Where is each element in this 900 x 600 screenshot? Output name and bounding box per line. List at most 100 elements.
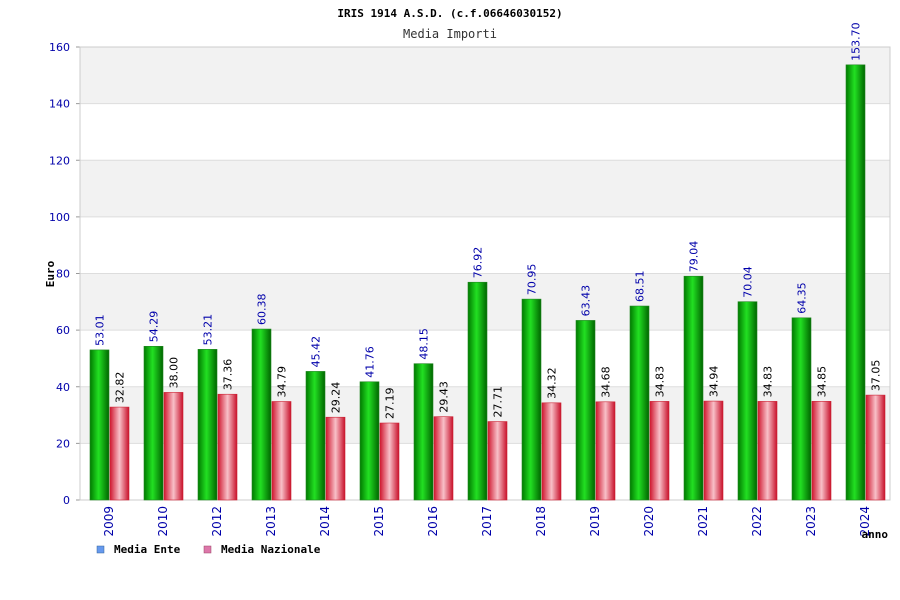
bar-media-nazionale xyxy=(865,394,886,501)
bar-label-media-nazionale: 34.83 xyxy=(654,366,667,398)
y-tick-label: 100 xyxy=(49,211,70,224)
bar-label-media-ente: 153.70 xyxy=(850,22,863,61)
x-axis-label: anno xyxy=(862,528,889,541)
bar-label-media-nazionale: 34.79 xyxy=(276,366,289,398)
x-tick-label: 2012 xyxy=(210,506,224,537)
bar-media-ente xyxy=(737,301,758,501)
grid-band xyxy=(80,216,890,274)
x-tick-label: 2024 xyxy=(858,506,872,537)
bar-media-ente xyxy=(683,275,704,501)
bar-label-media-nazionale: 27.71 xyxy=(492,386,505,418)
bar-label-media-nazionale: 32.82 xyxy=(114,372,127,404)
x-tick-label: 2018 xyxy=(534,506,548,537)
y-tick-label: 20 xyxy=(56,437,70,450)
legend-swatch-media-nazionale xyxy=(203,545,212,554)
bar-media-nazionale xyxy=(271,401,292,501)
bar-label-media-nazionale: 27.19 xyxy=(384,388,397,420)
bar-labels: 53.01 32.82 54.29 38.00 53.21 37.36 60.38 34.79… xyxy=(94,22,883,419)
bar-media-ente xyxy=(305,371,326,501)
bar-label-media-ente: 54.29 xyxy=(148,311,161,343)
y-tick-label: 60 xyxy=(56,324,70,337)
bar-media-ente xyxy=(575,320,596,501)
bar-media-nazionale xyxy=(649,401,670,501)
y-tick-label: 0 xyxy=(63,494,70,507)
x-tick-label: 2017 xyxy=(480,506,494,537)
x-tick-label: 2009 xyxy=(102,506,116,537)
bar-label-media-nazionale: 34.83 xyxy=(762,366,775,398)
bar-label-media-ente: 76.92 xyxy=(472,247,485,279)
bar-label-media-ente: 45.42 xyxy=(310,336,323,368)
bar-media-ente xyxy=(521,298,542,501)
bar-media-nazionale xyxy=(703,400,724,501)
y-axis-label: Euro xyxy=(44,260,57,287)
bar-media-nazionale xyxy=(217,393,238,501)
x-tick-label: 2010 xyxy=(156,506,170,537)
x-tick-label: 2021 xyxy=(696,506,710,537)
bar-media-ente xyxy=(251,328,272,501)
x-tick-label: 2014 xyxy=(318,506,332,537)
y-tick-label: 160 xyxy=(49,41,70,54)
bar-label-media-ente: 53.01 xyxy=(94,314,107,346)
bar-media-nazionale xyxy=(109,406,130,501)
bar-label-media-ente: 68.51 xyxy=(634,271,647,303)
legend-label-media-nazionale: Media Nazionale xyxy=(221,543,321,556)
y-tick-labels: 0 20 40 60 80 100 120 140 160 xyxy=(49,41,70,507)
grid-band xyxy=(80,160,890,217)
bar-label-media-nazionale: 34.68 xyxy=(600,366,613,398)
bar-media-ente xyxy=(791,317,812,501)
bar-label-media-nazionale: 29.24 xyxy=(330,382,343,414)
bars xyxy=(89,64,886,501)
bar-label-media-ente: 70.95 xyxy=(526,264,539,296)
bar-media-nazionale xyxy=(811,401,832,501)
chart-title: IRIS 1914 A.S.D. (c.f.06646030152) xyxy=(337,7,562,20)
bar-label-media-ente: 63.43 xyxy=(580,285,593,317)
bar-label-media-nazionale: 37.05 xyxy=(870,360,883,392)
legend: Media Ente Media Nazionale xyxy=(96,543,321,556)
bar-label-media-ente: 41.76 xyxy=(364,346,377,378)
bar-media-nazionale xyxy=(433,416,454,501)
bar-media-ente xyxy=(89,349,110,501)
bar-label-media-nazionale: 38.00 xyxy=(168,357,181,389)
bar-media-ente xyxy=(845,64,866,501)
chart-subtitle: Media Importi xyxy=(403,27,497,41)
x-tick-label: 2023 xyxy=(804,506,818,537)
y-tick-label: 40 xyxy=(56,381,70,394)
bar-media-ente xyxy=(413,363,434,501)
bar-label-media-ente: 79.04 xyxy=(688,241,701,273)
bar-label-media-nazionale: 34.94 xyxy=(708,366,721,398)
bar-label-media-nazionale: 37.36 xyxy=(222,359,235,391)
bar-media-nazionale xyxy=(595,401,616,501)
bar-media-nazionale xyxy=(163,392,184,501)
legend-swatch-media-ente xyxy=(96,545,105,554)
y-tick-label: 120 xyxy=(49,154,70,167)
x-tick-label: 2020 xyxy=(642,506,656,537)
bar-label-media-ente: 48.15 xyxy=(418,328,431,360)
grid-band xyxy=(80,47,890,104)
bar-media-nazionale xyxy=(325,416,346,501)
bar-media-nazionale xyxy=(487,421,508,501)
bar-label-media-nazionale: 34.32 xyxy=(546,367,559,399)
bar-label-media-ente: 53.21 xyxy=(202,314,215,346)
x-tick-labels: 2009 2010 2012 2013 2014 2015 2016 2017 2018 2019… xyxy=(102,506,872,537)
x-tick-label: 2013 xyxy=(264,506,278,537)
bar-media-nazionale xyxy=(379,422,400,501)
bar-label-media-nazionale: 29.43 xyxy=(438,381,451,413)
bar-label-media-ente: 70.04 xyxy=(742,266,755,298)
x-tick-label: 2019 xyxy=(588,506,602,537)
bar-label-media-ente: 64.35 xyxy=(796,282,809,314)
legend-label-media-ente: Media Ente xyxy=(114,543,181,556)
bar-media-ente xyxy=(629,305,650,501)
bar-label-media-nazionale: 34.85 xyxy=(816,366,829,398)
y-tick-label: 80 xyxy=(56,268,70,281)
bar-media-ente xyxy=(359,381,380,501)
bar-media-nazionale xyxy=(541,402,562,501)
bar-media-nazionale xyxy=(757,401,778,501)
grid-band xyxy=(80,103,890,161)
bar-label-media-ente: 60.38 xyxy=(256,294,269,326)
bar-media-ente xyxy=(197,349,218,501)
bar-media-ente xyxy=(143,345,164,501)
x-tick-label: 2015 xyxy=(372,506,386,537)
x-tick-label: 2016 xyxy=(426,506,440,537)
x-tick-label: 2022 xyxy=(750,506,764,537)
